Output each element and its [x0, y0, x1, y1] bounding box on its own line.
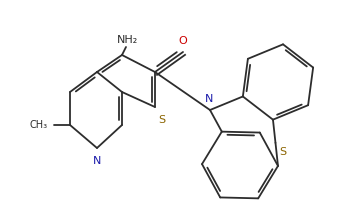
Text: S: S [158, 115, 165, 125]
Text: N: N [205, 94, 213, 104]
Text: S: S [280, 147, 286, 157]
Text: NH₂: NH₂ [116, 35, 138, 45]
Text: N: N [93, 156, 101, 166]
Text: CH₃: CH₃ [30, 120, 48, 130]
Text: O: O [179, 36, 188, 46]
